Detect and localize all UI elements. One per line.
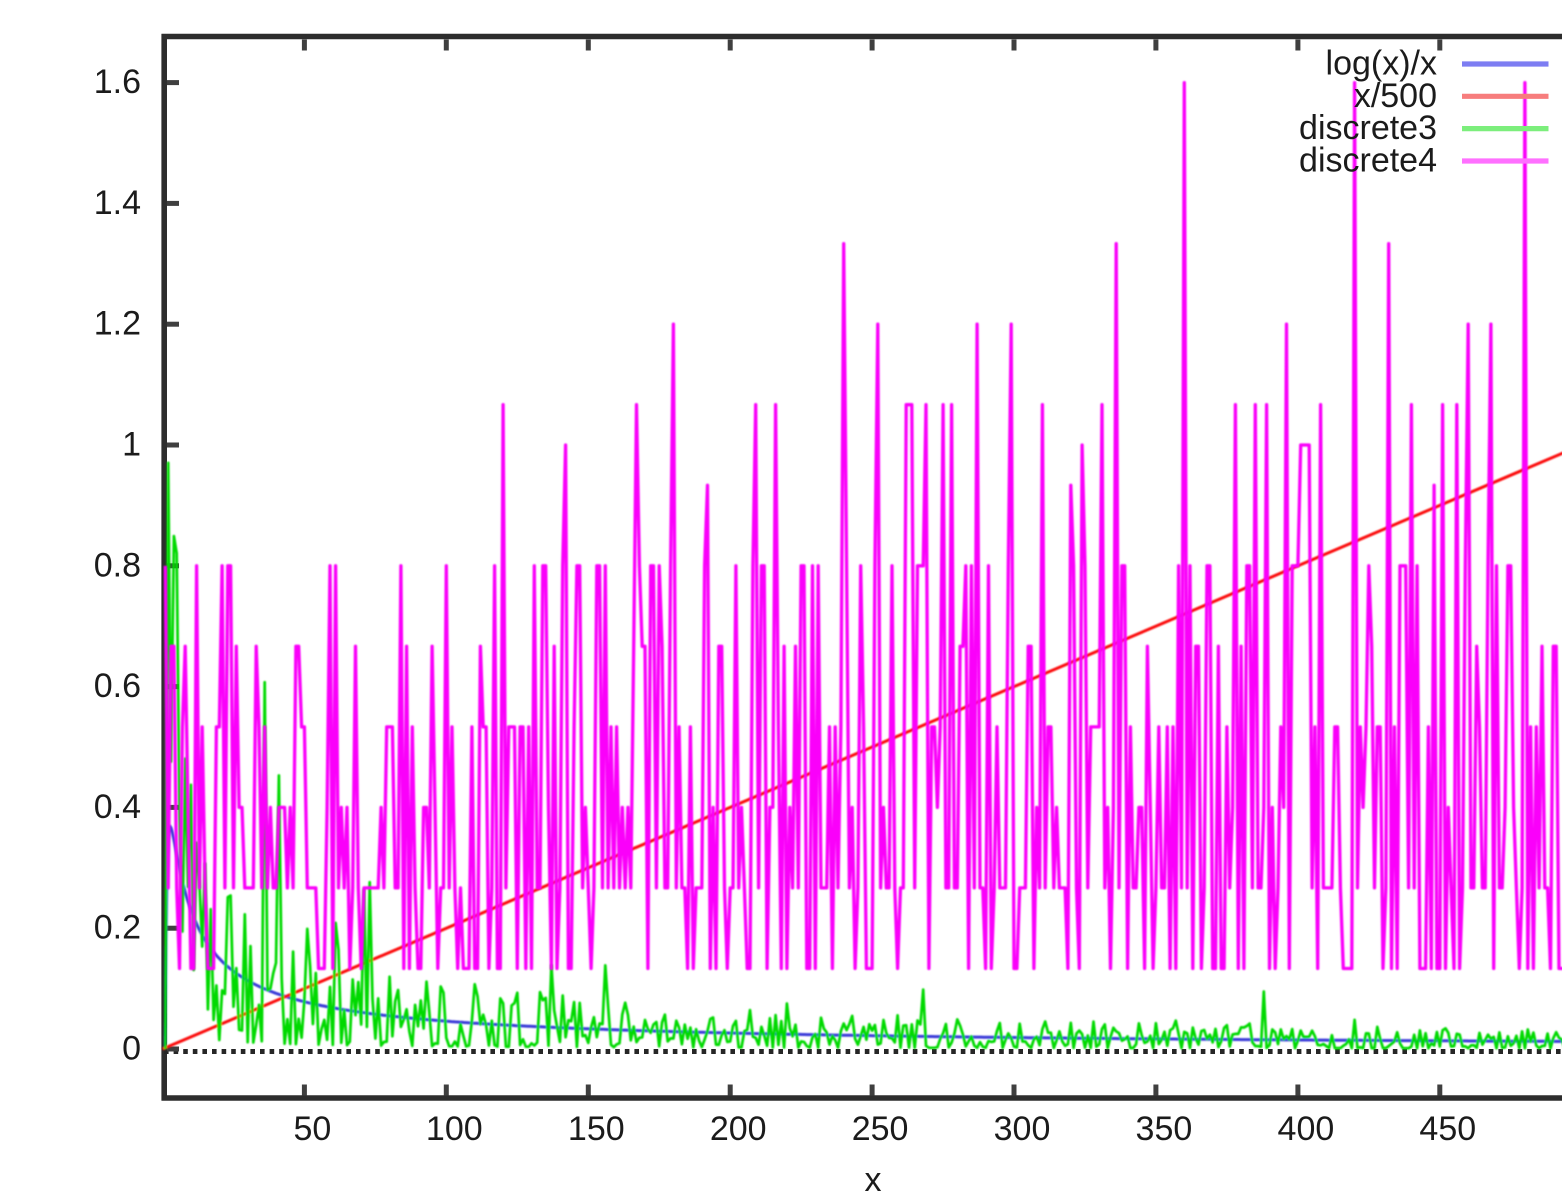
- svg-text:200: 200: [710, 1110, 767, 1148]
- svg-text:discrete3: discrete3: [1299, 109, 1437, 147]
- svg-text:400: 400: [1278, 1110, 1335, 1148]
- svg-text:0: 0: [122, 1030, 141, 1068]
- svg-text:0.4: 0.4: [94, 788, 141, 826]
- svg-text:x/500: x/500: [1354, 77, 1437, 115]
- svg-text:log(x)/x: log(x)/x: [1326, 45, 1437, 83]
- svg-text:1: 1: [122, 426, 141, 464]
- svg-text:100: 100: [426, 1110, 483, 1148]
- svg-text:1.4: 1.4: [94, 184, 141, 222]
- svg-text:250: 250: [852, 1110, 909, 1148]
- svg-text:x: x: [865, 1161, 882, 1199]
- svg-text:450: 450: [1419, 1110, 1476, 1148]
- svg-text:discrete4: discrete4: [1299, 142, 1437, 180]
- svg-text:1.2: 1.2: [94, 305, 141, 343]
- svg-text:150: 150: [568, 1110, 625, 1148]
- svg-text:350: 350: [1136, 1110, 1193, 1148]
- svg-text:0.8: 0.8: [94, 546, 141, 584]
- svg-text:0.2: 0.2: [94, 909, 141, 947]
- svg-text:1.6: 1.6: [94, 63, 141, 101]
- svg-text:0.6: 0.6: [94, 667, 141, 705]
- svg-text:300: 300: [994, 1110, 1051, 1148]
- svg-text:50: 50: [293, 1110, 331, 1148]
